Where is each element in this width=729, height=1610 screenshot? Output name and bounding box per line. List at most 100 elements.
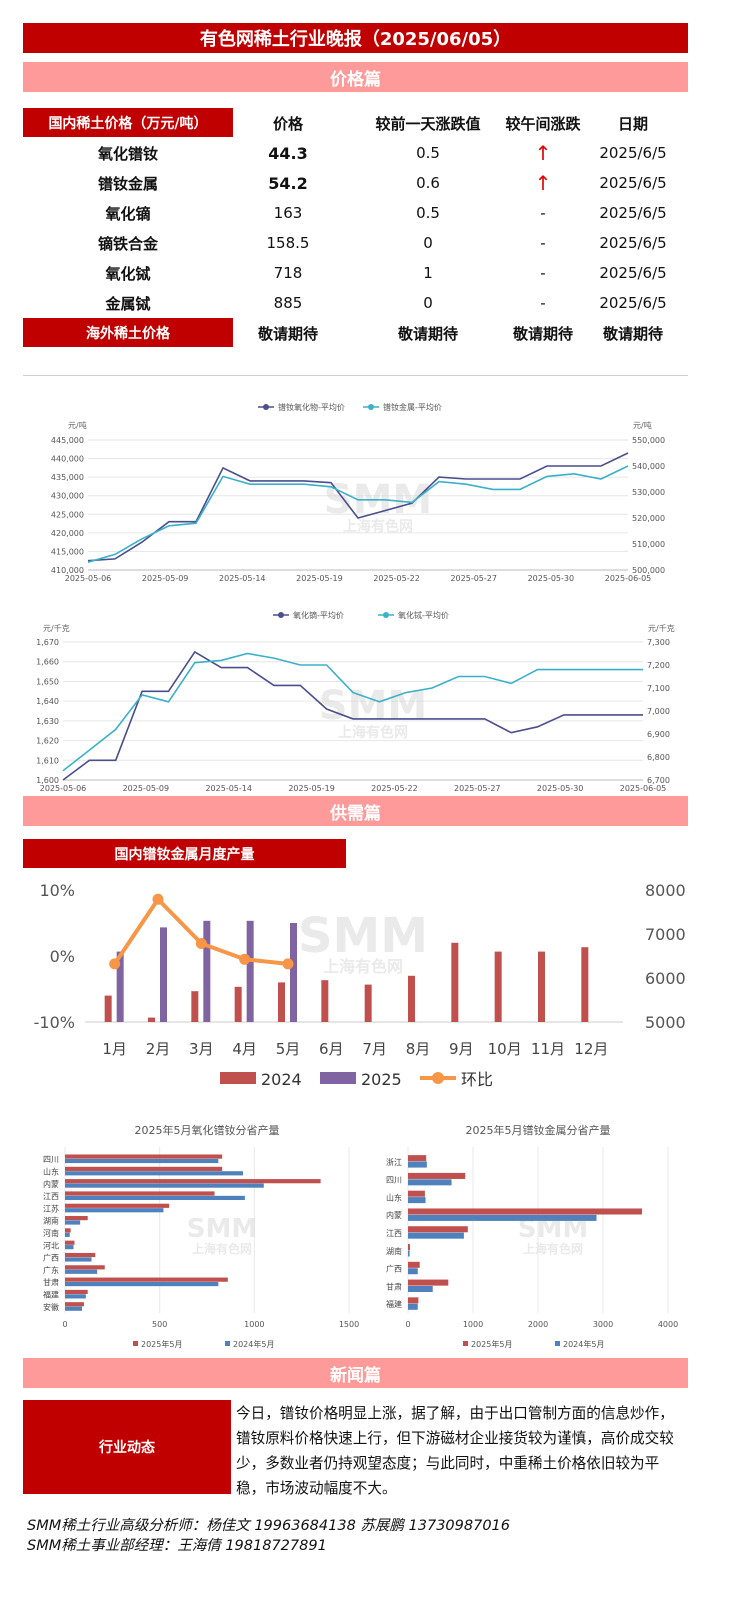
legend-marker xyxy=(368,404,374,410)
bar-2024 xyxy=(65,1294,86,1299)
y-left-unit: 元/吨 xyxy=(68,420,87,430)
overseas-value: 敬请期待 xyxy=(602,324,663,343)
category-label: 四川 xyxy=(386,1176,402,1185)
legend-marker xyxy=(383,612,389,618)
y-right-tick: 6000 xyxy=(645,969,686,988)
price-date: 2025/6/5 xyxy=(599,174,667,192)
section-news: 新闻篇 xyxy=(23,1358,688,1388)
bar-2025 xyxy=(65,1302,84,1307)
chart-legend: 氧化镝-平均价 氧化铽-平均价 xyxy=(273,610,449,620)
price-value: 718 xyxy=(273,264,303,282)
legend-swatch xyxy=(463,1341,468,1346)
overseas-value: 敬请期待 xyxy=(257,324,318,343)
bar-2024 xyxy=(408,1268,418,1275)
smm-watermark-name: 上海有色网 xyxy=(338,724,408,741)
product-name: 金属铽 xyxy=(105,294,151,313)
y-left-unit: 元/千克 xyxy=(43,623,70,633)
y-right-tick: 540,000 xyxy=(632,462,665,471)
legend-label: 镨钕金属-平均价 xyxy=(383,402,442,412)
chart-title: 2025年5月镨钕金属分省产量 xyxy=(466,1123,611,1137)
mom-line xyxy=(113,896,289,966)
bar-2025 xyxy=(65,1154,223,1159)
x-tick: 1500 xyxy=(339,1320,359,1329)
y-left-tick: 1,610 xyxy=(36,756,59,765)
price-value: 54.2 xyxy=(268,173,308,193)
y-right-tick: 7000 xyxy=(645,925,686,944)
bar-2025 xyxy=(408,1190,425,1197)
x-tick: 2025-06-05 xyxy=(620,784,667,793)
bar-2025 xyxy=(408,1297,419,1304)
bar-2025 xyxy=(65,1179,321,1184)
news-label: 行业动态 xyxy=(23,1400,231,1494)
legend-label: 2025年5月 xyxy=(141,1339,182,1349)
category-label: 甘肃 xyxy=(43,1277,59,1287)
bar-2024 xyxy=(408,1214,597,1221)
change-value: 1 xyxy=(423,264,433,282)
bar-2025 xyxy=(65,1289,88,1295)
price-row: 镨钕金属 54.2 0.6 ↑ 2025/6/5 xyxy=(23,168,688,198)
x-tick: 3月 xyxy=(189,1040,214,1058)
bar-2024 xyxy=(408,1250,410,1257)
bar-2024 xyxy=(408,975,415,1022)
y-right-tick: 5000 xyxy=(645,1013,686,1032)
y-right-tick: 550,000 xyxy=(632,436,665,445)
bar-2024 xyxy=(104,995,112,1022)
x-tick: 4月 xyxy=(232,1040,257,1058)
bar-2024 xyxy=(234,986,242,1022)
x-tick: 2025-05-19 xyxy=(288,784,335,793)
bar-2025 xyxy=(65,1265,105,1270)
price-row: 金属铽 885 0 - 2025/6/5 xyxy=(23,288,688,318)
y-left-tick: 410,000 xyxy=(51,566,84,575)
bar-2025 xyxy=(408,1226,468,1233)
x-tick: 8月 xyxy=(406,1040,431,1058)
y-right-tick: 520,000 xyxy=(632,514,665,523)
series-line xyxy=(87,452,629,562)
mom-point xyxy=(239,953,251,965)
y-right-tick: 510,000 xyxy=(632,540,665,549)
x-tick: 2025-05-30 xyxy=(528,574,575,583)
category-label: 江苏 xyxy=(43,1203,59,1213)
legend-swatch xyxy=(555,1341,560,1346)
smm-watermark-logo: SMM xyxy=(319,683,427,729)
bar-2024 xyxy=(65,1281,219,1287)
y-left-tick: 1,660 xyxy=(36,658,59,667)
bar-2025 xyxy=(65,1228,71,1233)
bar-2025 xyxy=(408,1172,466,1179)
bar-2025 xyxy=(203,920,211,1022)
x-tick: 2025-05-14 xyxy=(205,784,252,793)
legend-label: 2024 xyxy=(261,1070,302,1089)
y-left-tick: 435,000 xyxy=(51,473,84,482)
header-noon: 较午间涨跌 xyxy=(505,114,581,133)
x-tick: 1000 xyxy=(463,1320,483,1329)
category-label: 甘肃 xyxy=(386,1281,402,1291)
mom-point xyxy=(195,937,207,949)
bar-2025 xyxy=(65,1216,88,1221)
smm-watermark-name: 上海有色网 xyxy=(323,957,403,976)
category-label: 福建 xyxy=(43,1290,59,1300)
bar-2024 xyxy=(408,1197,426,1204)
price-date: 2025/6/5 xyxy=(599,204,667,222)
bar-2024 xyxy=(65,1245,74,1250)
category-label: 内蒙 xyxy=(43,1179,59,1189)
bar-2024 xyxy=(278,982,285,1022)
chart-legend: 2025年5月 2024年5月 xyxy=(133,1339,274,1349)
y-left-tick: 420,000 xyxy=(51,529,84,538)
y-right-tick: 6,700 xyxy=(647,776,670,785)
product-name: 氧化铽 xyxy=(105,264,151,283)
bar-2024 xyxy=(65,1208,164,1213)
y-left-tick: 1,650 xyxy=(36,677,59,686)
x-tick: 2025-05-27 xyxy=(450,574,497,583)
bar-2025 xyxy=(65,1191,215,1196)
noon-change: ↑ xyxy=(534,171,552,195)
bar-2024 xyxy=(581,947,589,1022)
category-label: 浙江 xyxy=(386,1157,402,1167)
bar-2025 xyxy=(408,1155,427,1162)
price-date: 2025/6/5 xyxy=(599,294,667,312)
legend-label: 2025年5月 xyxy=(471,1339,512,1349)
y-right-tick: 8000 xyxy=(645,881,686,900)
legend-label: 2025 xyxy=(361,1070,402,1089)
price-date: 2025/6/5 xyxy=(599,264,667,282)
category-label: 江西 xyxy=(386,1229,402,1238)
